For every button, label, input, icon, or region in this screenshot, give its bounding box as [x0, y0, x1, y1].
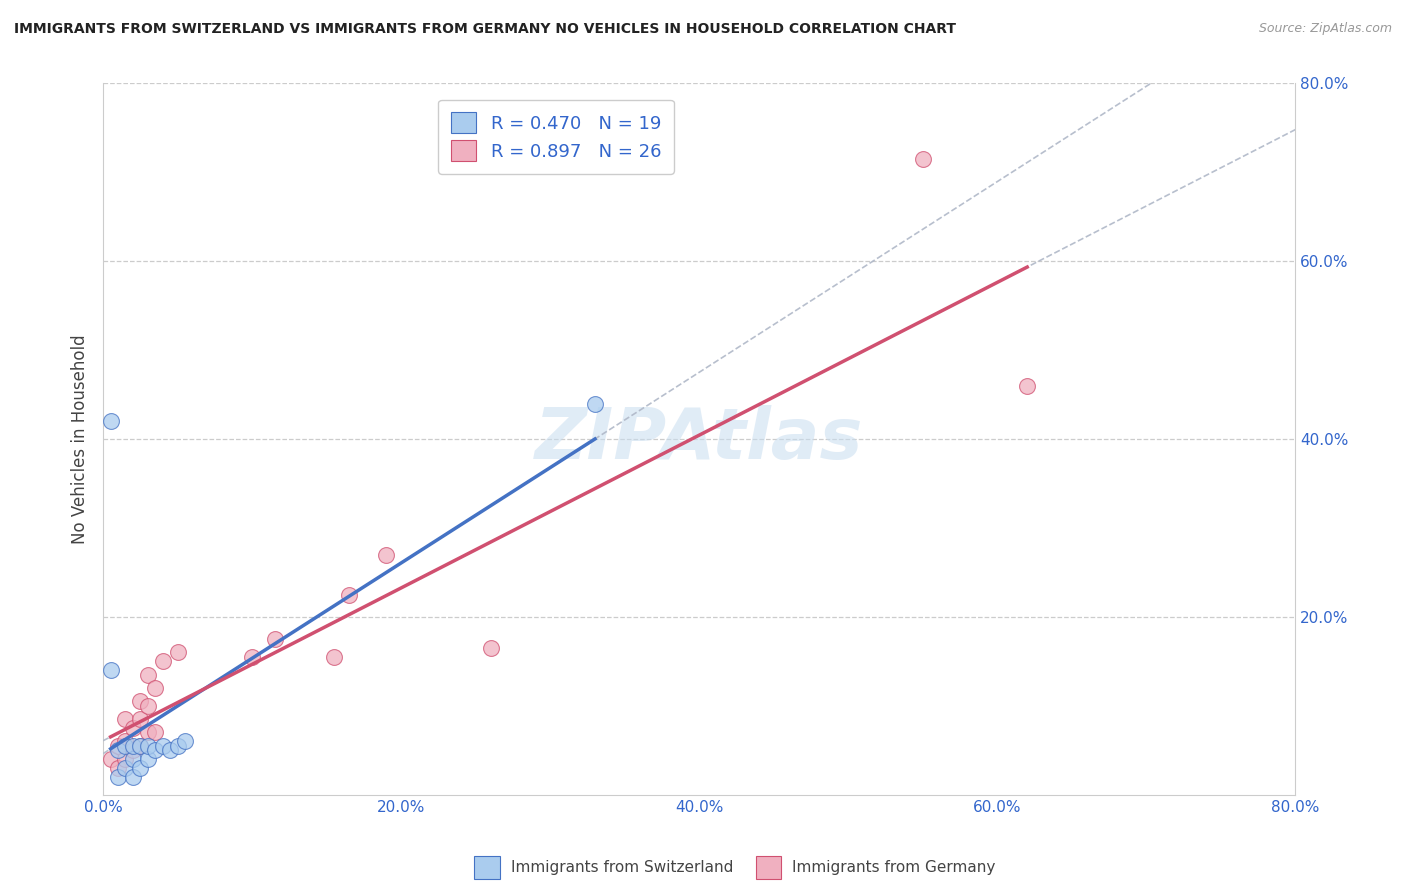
Point	[152, 739, 174, 753]
Point	[114, 712, 136, 726]
Point	[129, 739, 152, 753]
Point	[240, 649, 263, 664]
Text: Immigrants from Germany: Immigrants from Germany	[792, 860, 995, 874]
Point	[122, 739, 145, 753]
Point	[479, 640, 502, 655]
Point	[122, 752, 145, 766]
Point	[1017, 378, 1039, 392]
Point	[323, 649, 346, 664]
Point	[114, 761, 136, 775]
Point	[166, 645, 188, 659]
Point	[143, 743, 166, 757]
Text: IMMIGRANTS FROM SWITZERLAND VS IMMIGRANTS FROM GERMANY NO VEHICLES IN HOUSEHOLD : IMMIGRANTS FROM SWITZERLAND VS IMMIGRANT…	[14, 22, 956, 37]
Point	[107, 761, 129, 775]
Point	[100, 752, 122, 766]
Point	[114, 739, 136, 753]
Point	[122, 770, 145, 784]
Point	[136, 752, 159, 766]
Point	[129, 712, 152, 726]
Point	[174, 734, 197, 748]
Text: ZIPAtlas: ZIPAtlas	[536, 405, 863, 474]
Point	[100, 663, 122, 677]
Point	[114, 734, 136, 748]
Point	[136, 725, 159, 739]
Point	[107, 739, 129, 753]
Point	[911, 152, 934, 166]
Point	[107, 770, 129, 784]
Point	[159, 743, 181, 757]
Point	[143, 725, 166, 739]
Text: Source: ZipAtlas.com: Source: ZipAtlas.com	[1258, 22, 1392, 36]
Text: Immigrants from Switzerland: Immigrants from Switzerland	[510, 860, 734, 874]
Point	[100, 414, 122, 428]
Point	[122, 743, 145, 757]
Point	[136, 667, 159, 681]
Point	[136, 698, 159, 713]
Legend: R = 0.470   N = 19, R = 0.897   N = 26: R = 0.470 N = 19, R = 0.897 N = 26	[439, 100, 673, 174]
Point	[152, 654, 174, 668]
Point	[129, 694, 152, 708]
Point	[375, 548, 398, 562]
Point	[136, 739, 159, 753]
Point	[583, 396, 606, 410]
Point	[263, 632, 285, 646]
Point	[129, 761, 152, 775]
Point	[129, 739, 152, 753]
Point	[114, 752, 136, 766]
Point	[166, 739, 188, 753]
Point	[337, 588, 360, 602]
Point	[107, 743, 129, 757]
Point	[122, 721, 145, 735]
Y-axis label: No Vehicles in Household: No Vehicles in Household	[72, 334, 89, 544]
Point	[143, 681, 166, 695]
